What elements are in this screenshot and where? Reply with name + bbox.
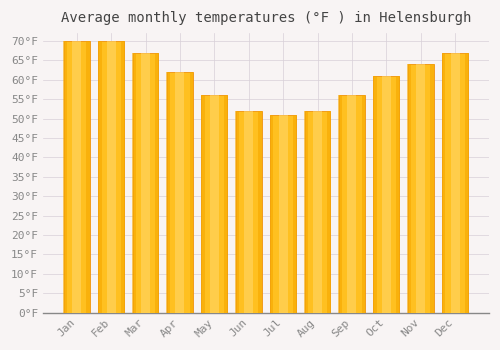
- Bar: [313, 111, 322, 313]
- Bar: [98, 41, 124, 313]
- Bar: [106, 41, 116, 313]
- Bar: [176, 72, 184, 313]
- Bar: [64, 41, 90, 313]
- Bar: [338, 95, 342, 313]
- Bar: [236, 111, 262, 313]
- Bar: [155, 52, 159, 313]
- Bar: [348, 95, 356, 313]
- Bar: [167, 72, 193, 313]
- Bar: [304, 111, 308, 313]
- Bar: [132, 52, 136, 313]
- Bar: [416, 64, 425, 313]
- Bar: [132, 52, 158, 313]
- Bar: [98, 41, 102, 313]
- Bar: [278, 115, 287, 313]
- Bar: [72, 41, 82, 313]
- Bar: [86, 41, 90, 313]
- Bar: [270, 115, 274, 313]
- Bar: [166, 72, 170, 313]
- Bar: [190, 72, 194, 313]
- Bar: [304, 111, 330, 313]
- Bar: [374, 76, 399, 313]
- Bar: [408, 64, 434, 313]
- Title: Average monthly temperatures (°F ) in Helensburgh: Average monthly temperatures (°F ) in He…: [60, 11, 471, 25]
- Bar: [210, 95, 219, 313]
- Bar: [407, 64, 411, 313]
- Bar: [339, 95, 365, 313]
- Bar: [293, 115, 296, 313]
- Bar: [270, 115, 296, 313]
- Bar: [442, 52, 468, 313]
- Bar: [465, 52, 468, 313]
- Bar: [430, 64, 434, 313]
- Bar: [362, 95, 366, 313]
- Bar: [121, 41, 124, 313]
- Bar: [258, 111, 262, 313]
- Bar: [63, 41, 67, 313]
- Bar: [235, 111, 239, 313]
- Bar: [201, 95, 204, 313]
- Bar: [442, 52, 446, 313]
- Bar: [244, 111, 253, 313]
- Bar: [141, 52, 150, 313]
- Bar: [382, 76, 391, 313]
- Bar: [373, 76, 376, 313]
- Bar: [202, 95, 227, 313]
- Bar: [327, 111, 331, 313]
- Bar: [396, 76, 400, 313]
- Bar: [224, 95, 228, 313]
- Bar: [450, 52, 460, 313]
